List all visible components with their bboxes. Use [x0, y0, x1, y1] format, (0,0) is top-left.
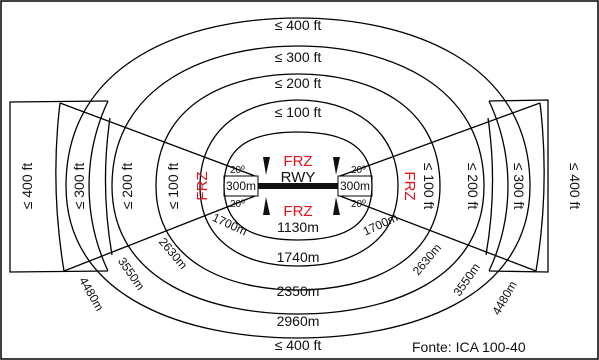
angle-left-upper: 20º — [230, 165, 245, 176]
angle-left-lower: 20º — [230, 199, 245, 210]
right-height-label-2: ≤ 200 ft — [465, 163, 481, 210]
frz-label-right: FRZ — [401, 171, 418, 200]
right-height-label-1: ≤ 100 ft — [421, 163, 437, 210]
right-sector-divider-2 — [485, 117, 494, 256]
right-threshold-marker-bottom — [333, 197, 340, 215]
oval-ring-1 — [199, 99, 399, 267]
frz-label-bottom: FRZ — [283, 203, 312, 220]
runway — [258, 183, 338, 189]
runway-label: RWY — [281, 169, 316, 186]
ring-width-1: 1130m — [277, 219, 319, 235]
left-threshold-marker-top — [263, 157, 270, 175]
left-sector-boundary — [9, 100, 109, 273]
angle-right-lower: 20º — [351, 199, 366, 210]
strip-width-left: 300m — [226, 179, 256, 193]
right-height-label-4: ≤ 400 ft — [567, 163, 583, 210]
radial-left-upper — [59, 102, 256, 177]
frz-label-left: FRZ — [194, 171, 211, 200]
strip-width-right: 300m — [340, 179, 370, 193]
right-sector-divider-1 — [535, 102, 545, 272]
oval-ring-3 — [111, 45, 485, 315]
height-label-top-1: ≤ 400 ft — [275, 17, 322, 33]
radial-right-lower — [339, 195, 537, 272]
height-label-bottom: ≤ 400 ft — [275, 337, 322, 353]
oval-ring-2 — [155, 73, 441, 291]
ring-width-2: 1740m — [277, 249, 320, 265]
height-label-top-3: ≤ 200 ft — [275, 75, 322, 91]
radial-right-upper — [339, 102, 541, 177]
radial-left-lower — [63, 195, 256, 272]
angle-right-upper: 20º — [351, 165, 366, 176]
right-threshold-marker-top — [333, 157, 340, 175]
height-label-top-4: ≤ 100 ft — [275, 104, 322, 120]
left-height-label-2: ≤ 300 ft — [71, 163, 87, 210]
oval-ring-4 — [65, 17, 531, 339]
frz-label-top: FRZ — [283, 153, 312, 170]
source-caption: Fonte: ICA 100-40 — [412, 339, 526, 355]
left-height-label-1: ≤ 400 ft — [19, 163, 35, 210]
left-height-label-3: ≤ 200 ft — [119, 163, 135, 210]
left-height-label-4: ≤ 100 ft — [165, 163, 181, 210]
right-sector-outer — [488, 100, 509, 272]
right-sector-boundary — [488, 99, 549, 273]
left-sector-outer — [88, 100, 109, 272]
ring-width-3: 2350m — [277, 283, 320, 299]
right-height-label-3: ≤ 300 ft — [511, 163, 527, 210]
left-sector-divider-2 — [104, 117, 113, 256]
left-sector-divider-1 — [55, 102, 65, 272]
height-label-top-2: ≤ 300 ft — [275, 49, 322, 65]
left-threshold-marker-bottom — [263, 197, 270, 215]
ring-width-4: 2960m — [277, 313, 320, 329]
